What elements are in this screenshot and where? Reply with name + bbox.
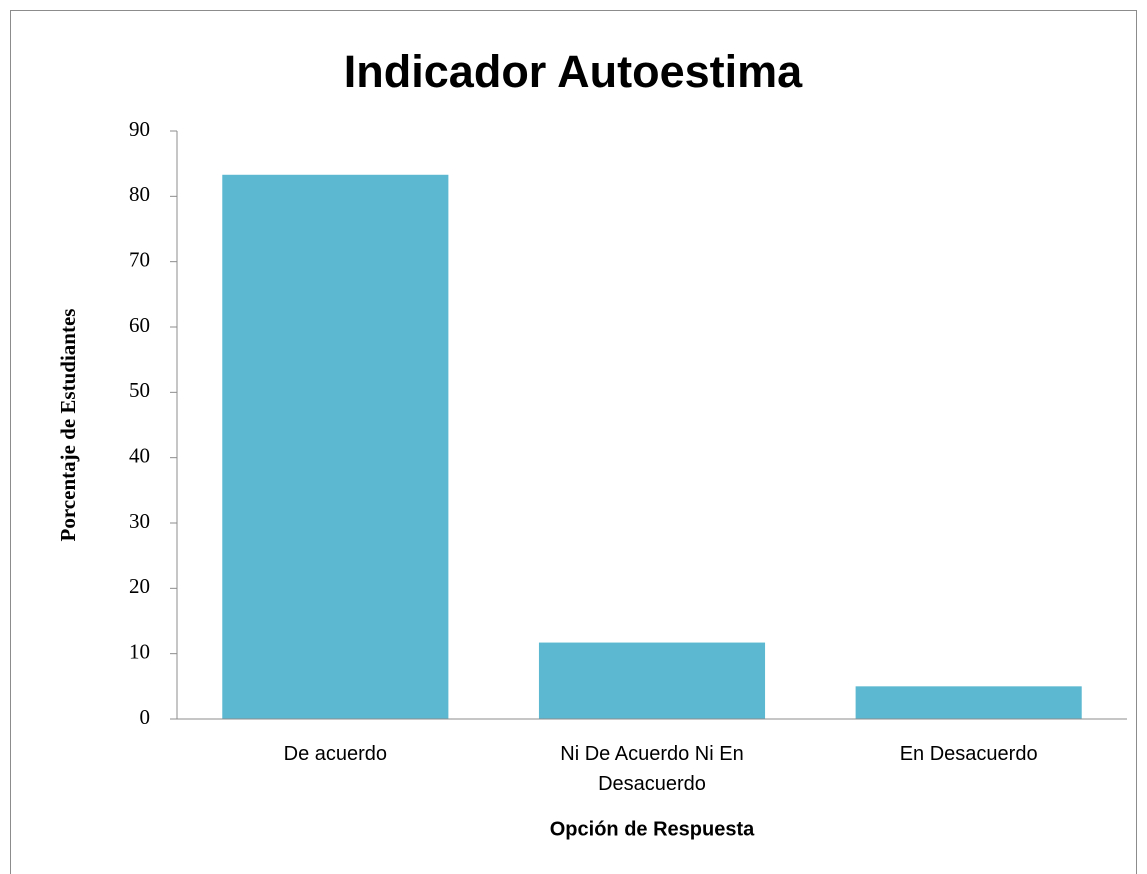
y-tick-label: 50: [129, 378, 150, 402]
y-tick-label: 0: [140, 705, 151, 729]
y-tick-label: 70: [129, 247, 150, 271]
y-tick-label: 20: [129, 574, 150, 598]
y-tick-label: 60: [129, 313, 150, 337]
x-tick-label: En Desacuerdo: [899, 743, 1038, 765]
y-tick-label: 40: [129, 443, 150, 467]
chart-title: Indicador Autoestima: [344, 46, 803, 97]
x-tick-label: Ni De Acuerdo Ni En Desacuerdo: [560, 743, 744, 795]
y-tick-label: 30: [129, 509, 150, 533]
chart-border: [10, 10, 1137, 874]
bar: [855, 686, 1082, 719]
x-tick-label: De acuerdo: [283, 743, 388, 765]
bar: [222, 174, 449, 720]
y-tick-label: 10: [129, 639, 150, 663]
y-axis-title: Porcentaje de Estudiantes: [56, 309, 80, 542]
x-axis-title: Opción de Respuesta: [550, 818, 755, 840]
y-tick-label: 90: [129, 117, 150, 141]
y-tick-label: 80: [129, 182, 150, 206]
bar: [538, 642, 766, 719]
